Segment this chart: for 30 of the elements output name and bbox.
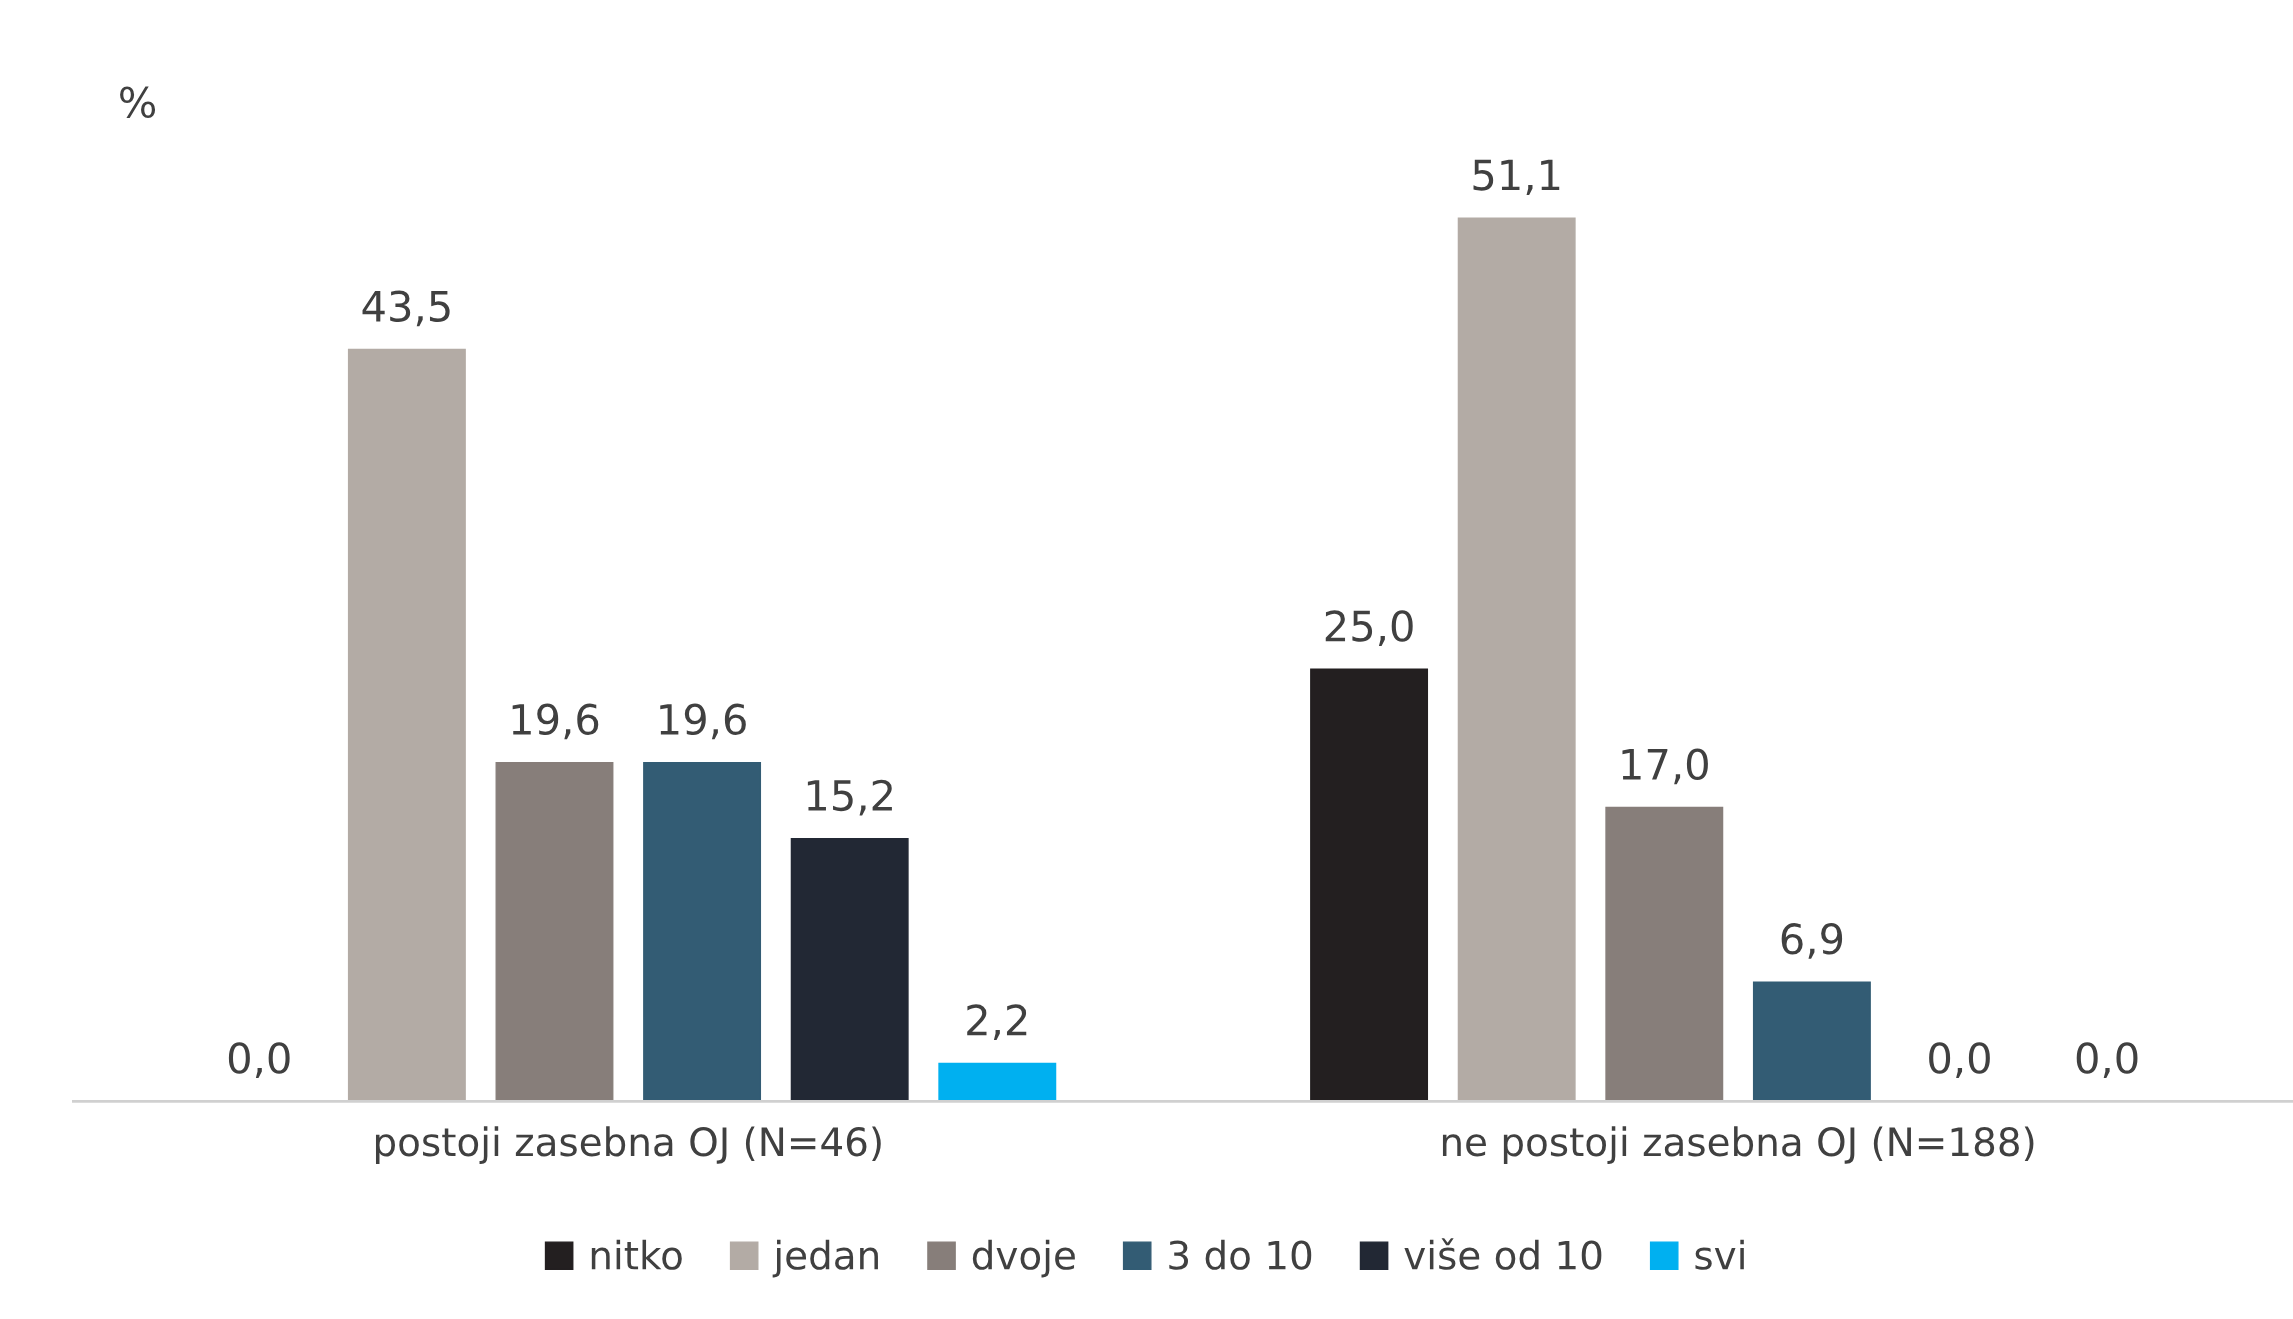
data-label: 19,6 [512, 703, 599, 740]
legend-label: nitko [591, 1239, 682, 1270]
data-label: 51,1 [1473, 159, 1560, 195]
data-label: 19,6 [660, 703, 746, 740]
bar [1310, 668, 1429, 1102]
bar [1752, 981, 1871, 1102]
data-label: 0,0 [1929, 1042, 1990, 1079]
x-tick-label: ne postoji zasebna OJ (N=188) [1442, 1126, 2034, 1164]
bar [347, 348, 466, 1102]
legend-label: svi [1695, 1239, 1744, 1270]
bar [1457, 217, 1576, 1102]
data-label: 0,0 [2076, 1042, 2138, 1079]
bar [1605, 806, 1724, 1102]
data-label: 6,9 [1781, 923, 1843, 959]
y-axis-title: % [120, 86, 156, 118]
data-label: 17,0 [1622, 748, 1708, 785]
legend-label: dvoje [972, 1239, 1075, 1278]
bar [938, 1062, 1057, 1102]
x-tick-label: postoji zasebna OJ (N=46) [375, 1126, 881, 1164]
data-label: 43,5 [362, 290, 450, 327]
data-label: 0,0 [228, 1042, 290, 1079]
bar [495, 761, 614, 1102]
data-label: 15,2 [807, 779, 892, 816]
legend-label: jedan [772, 1239, 878, 1278]
data-label: 25,0 [1325, 610, 1413, 647]
legend-label: 3 do 10 [1169, 1239, 1312, 1270]
data-label: 2,2 [967, 1004, 1027, 1041]
bar [790, 837, 909, 1102]
bar [643, 761, 762, 1102]
legend-label: više od 10 [1404, 1238, 1602, 1270]
